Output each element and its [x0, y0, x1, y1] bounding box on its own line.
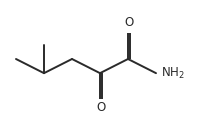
Text: O: O: [97, 101, 106, 114]
Text: NH$_2$: NH$_2$: [161, 66, 185, 81]
Text: O: O: [125, 16, 134, 29]
